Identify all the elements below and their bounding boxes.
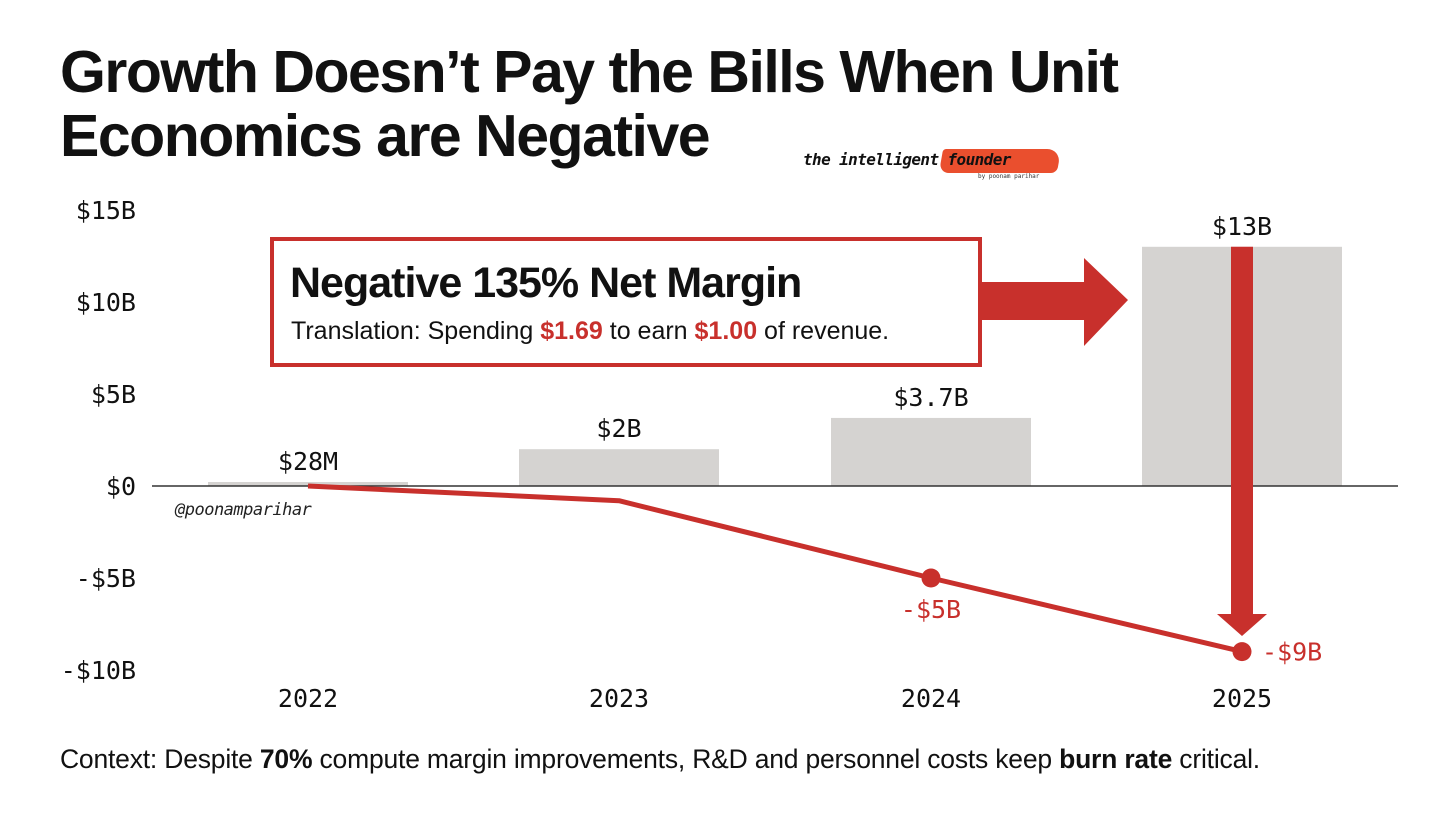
x-tick-label: 2022 xyxy=(278,684,338,713)
callout-sub-prefix: Translation: Spending xyxy=(291,317,541,345)
revenue-bar-label: $2B xyxy=(596,414,641,443)
revenue-bar-2022 xyxy=(208,482,408,486)
brand-name: the intelligent founder xyxy=(803,150,1011,169)
y-tick-label: $15B xyxy=(76,196,136,225)
x-axis-ticks: 2022 2023 2024 2025 xyxy=(278,684,1272,713)
revenue-bar-label: $28M xyxy=(278,447,338,476)
y-tick-label: -$10B xyxy=(61,656,136,685)
revenue-bar-2023 xyxy=(519,449,719,486)
y-tick-label: $0 xyxy=(106,472,136,501)
revenue-bar-2024 xyxy=(831,417,1031,486)
y-tick-label: $10B xyxy=(76,288,136,317)
callout-amount-earned: $1.00 xyxy=(694,317,758,345)
callout-sub-suffix: of revenue. xyxy=(757,317,890,345)
down-arrow-icon xyxy=(1217,246,1267,637)
net-loss-polyline xyxy=(307,483,1243,655)
revenue-bar-label: $13B xyxy=(1212,212,1272,241)
y-axis-ticks: $15B $10B $5B $0 -$5B -$10B xyxy=(61,196,136,685)
callout-sub-middle: to earn xyxy=(602,317,695,345)
y-tick-label: -$5B xyxy=(76,564,136,593)
x-tick-label: 2025 xyxy=(1212,684,1272,713)
net-margin-callout: Negative 135% Net Margin Translation: Sp… xyxy=(270,237,982,367)
net-loss-point-2024 xyxy=(921,568,941,588)
context-middle: compute margin improvements, R&D and per… xyxy=(312,744,1060,774)
callout-headline: Negative 135% Net Margin xyxy=(290,259,802,307)
net-loss-line: -$5B -$9B xyxy=(307,483,1322,667)
callout-amount-spent: $1.69 xyxy=(540,317,603,345)
revenue-bar-labels: $28M $2B $3.7B $13B xyxy=(278,212,1272,476)
net-loss-label: -$5B xyxy=(901,595,961,624)
x-tick-label: 2024 xyxy=(901,684,961,713)
net-loss-label: -$9B xyxy=(1262,638,1322,667)
revenue-bar-label: $3.7B xyxy=(893,383,968,412)
author-handle: @poonamparihar xyxy=(175,500,312,520)
context-bold-burn: burn rate xyxy=(1059,744,1173,774)
brand-byline: by poonam parihar xyxy=(978,173,1040,180)
context-footnote: Context: Despite 70% compute margin impr… xyxy=(60,744,1260,775)
right-arrow-icon xyxy=(978,258,1128,346)
chart-title: Growth Doesn’t Pay the Bills When Unit E… xyxy=(60,39,1119,169)
annotation-arrows xyxy=(978,246,1267,637)
y-tick-label: $5B xyxy=(91,380,136,409)
context-bold-percent: 70% xyxy=(259,744,313,774)
x-tick-label: 2023 xyxy=(589,684,649,713)
context-prefix: Context: Despite xyxy=(60,744,260,774)
net-loss-point-2025 xyxy=(1232,642,1252,662)
brand-logo: the intelligent founder by poonam pariha… xyxy=(803,146,1065,184)
context-suffix: critical. xyxy=(1172,744,1260,774)
callout-translation: Translation: Spending $1.69 to earn $1.0… xyxy=(291,317,889,346)
